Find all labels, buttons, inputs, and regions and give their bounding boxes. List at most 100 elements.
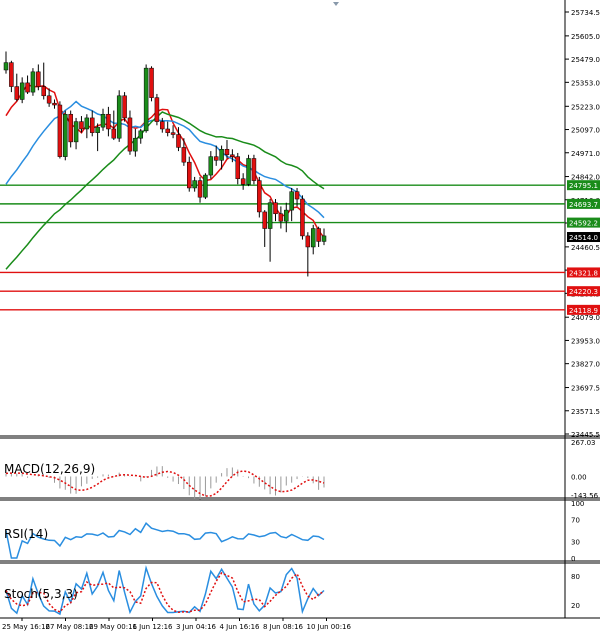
- time-tick-label: 27 May 08:16: [46, 623, 95, 631]
- candle-body: [41, 86, 46, 97]
- price-tick-label: 25479.0: [571, 56, 600, 64]
- time-tick-label: 4 Jun 16:16: [220, 623, 261, 631]
- candle-body: [133, 137, 138, 152]
- candle-body: [240, 178, 246, 185]
- candle-body: [278, 213, 284, 222]
- rsi-tick-label: 70: [571, 517, 580, 525]
- level-tag-label: 24592.2: [569, 220, 598, 228]
- candle-body: [187, 161, 192, 189]
- level-tag: [567, 304, 600, 315]
- candle-body: [36, 71, 41, 87]
- level-tag-label: 24514.0: [569, 234, 598, 242]
- level-tag: [567, 180, 600, 191]
- candle-body: [9, 62, 14, 87]
- candle-body: [305, 235, 311, 248]
- level-tag-label: 24693.7: [569, 201, 598, 209]
- price-tick-label: 23571.5: [571, 408, 600, 416]
- scroll-marker-icon[interactable]: [333, 2, 339, 6]
- rsi-line: [5, 522, 325, 559]
- ma-slow-line: [5, 111, 325, 270]
- price-tick-label: 23445.5: [571, 431, 600, 439]
- candle-body: [25, 82, 30, 93]
- candle-body: [127, 117, 133, 152]
- stoch-main-line: [5, 565, 325, 616]
- level-tag-label: 24220.3: [569, 288, 598, 296]
- candle-body: [111, 128, 117, 139]
- candle-body: [300, 198, 305, 237]
- candle-body: [267, 202, 273, 229]
- candle-body: [224, 149, 230, 156]
- level-tag-label: 24321.8: [569, 269, 598, 277]
- candle-body: [235, 156, 241, 180]
- candle-body: [181, 147, 187, 163]
- candle-body: [14, 86, 20, 100]
- level-tag: [567, 267, 600, 278]
- rsi-tick-label: 100: [571, 500, 584, 508]
- candle-body: [52, 102, 57, 106]
- candle-body: [57, 104, 63, 157]
- stoch-tick-label: 20: [571, 602, 580, 610]
- candle-body: [138, 130, 143, 139]
- candle-body: [321, 235, 327, 242]
- macd-title: MACD(12,26,9): [4, 462, 95, 476]
- candle-body: [219, 149, 224, 161]
- time-tick-label: 8 Jun 08:16: [263, 623, 304, 631]
- rsi-tick-label: 30: [571, 539, 580, 547]
- macd-signal-line: [5, 470, 325, 497]
- candle-body: [257, 180, 262, 213]
- macd-tick-label: -143.56: [571, 492, 599, 500]
- price-tick-label: 24460.5: [571, 244, 600, 252]
- candle-body: [213, 156, 219, 161]
- candle-body: [106, 113, 111, 130]
- candle-body: [176, 134, 181, 148]
- stoch-signal-line: [5, 572, 325, 614]
- macd-tick-label: 267.03: [571, 439, 596, 447]
- price-tick-label: 23827.0: [571, 361, 600, 369]
- level-tag-label: 24118.9: [569, 307, 598, 315]
- candle-body: [230, 154, 235, 157]
- candle-body: [89, 117, 95, 133]
- price-tick-label: 25097.0: [571, 127, 600, 135]
- candle-body: [203, 174, 208, 198]
- macd-tick-label: 0.00: [571, 473, 587, 481]
- candle-body: [149, 67, 154, 98]
- time-tick-label: 3 Jun 04:16: [176, 623, 217, 631]
- price-tick-label: 24842.0: [571, 174, 600, 182]
- candle-body: [310, 228, 316, 248]
- candle-body: [165, 128, 170, 133]
- candle-body: [73, 121, 79, 143]
- time-tick-label: 29 May 00:16: [89, 623, 138, 631]
- candle-body: [122, 95, 127, 119]
- candle-body: [192, 180, 197, 189]
- level-tag: [567, 217, 600, 228]
- candle-body: [116, 95, 122, 139]
- candle-body: [95, 126, 100, 133]
- stoch-tick-label: 80: [571, 573, 580, 581]
- candle-body: [84, 117, 90, 130]
- stoch-title: Stoch(5,3,3): [4, 587, 78, 601]
- time-tick-label: 25 May 16:16: [2, 623, 51, 631]
- candle-body: [294, 191, 300, 200]
- time-tick-label: 1 Jun 12:16: [133, 623, 174, 631]
- candle-body: [3, 62, 9, 71]
- level-tag: [567, 232, 600, 243]
- rsi-title: RSI(14): [4, 527, 48, 541]
- candle-body: [262, 211, 267, 229]
- candle-body: [143, 67, 149, 132]
- candle-body: [154, 97, 160, 122]
- candle-body: [208, 156, 214, 176]
- candle-body: [251, 158, 257, 181]
- level-tag: [567, 198, 600, 209]
- price-tick-label: 25734.5: [571, 9, 600, 17]
- candle-body: [316, 228, 321, 242]
- candle-body: [289, 191, 294, 211]
- candle-body: [284, 209, 289, 222]
- price-tick-label: 23697.5: [571, 385, 600, 393]
- candle-body: [19, 82, 25, 100]
- time-tick-label: 10 Jun 00:16: [307, 623, 352, 631]
- candle-body: [100, 113, 106, 128]
- price-tick-label: 25223.0: [571, 103, 600, 111]
- candle-body: [170, 132, 176, 135]
- candle-body: [160, 121, 165, 130]
